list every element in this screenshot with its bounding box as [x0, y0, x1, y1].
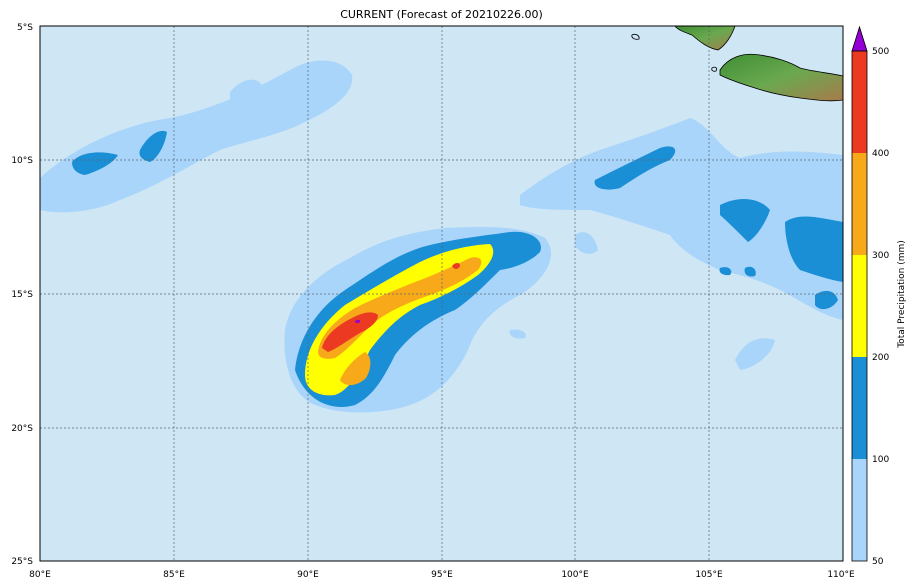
latitude-labels: 5°S 10°S 15°S 20°S 25°S	[11, 23, 33, 567]
lon-label-110e: 110°E	[827, 570, 855, 580]
graticule	[40, 26, 843, 561]
colorbar-segment-50-100	[852, 459, 867, 561]
precip-band-400-500	[322, 263, 460, 352]
lat-label-20s: 20°S	[11, 424, 33, 434]
lat-label-5s: 5°S	[17, 23, 33, 33]
colorbar-extend-arrow	[851, 25, 868, 52]
land-masses	[631, 26, 843, 102]
colorbar-segment-400-500	[852, 51, 867, 153]
lon-label-80e: 80°E	[29, 570, 51, 580]
colorbar-segment-200-300	[852, 255, 867, 357]
lon-label-100e: 100°E	[561, 570, 589, 580]
colorbar-tick-labels: 50 100 200 300 400 500	[872, 47, 889, 567]
lon-label-105e: 105°E	[695, 570, 723, 580]
colorbar	[851, 25, 868, 562]
colorbar-tick-400: 400	[872, 149, 889, 159]
longitude-labels: 80°E 85°E 90°E 95°E 100°E 105°E 110°E	[29, 570, 855, 580]
colorbar-tick-500: 500	[872, 47, 889, 57]
colorbar-title: Total Precipitation (mm)	[897, 240, 907, 349]
lon-label-85e: 85°E	[163, 570, 185, 580]
colorbar-tick-300: 300	[872, 251, 889, 261]
lon-label-95e: 95°E	[431, 570, 453, 580]
map-frame	[39, 25, 844, 562]
colorbar-tick-100: 100	[872, 455, 889, 465]
lat-label-10s: 10°S	[11, 156, 33, 166]
colorbar-frame	[851, 50, 868, 562]
precip-layer	[40, 26, 843, 561]
precip-band-over-500	[355, 319, 361, 324]
lon-label-90e: 90°E	[297, 570, 319, 580]
colorbar-segment-100-200	[852, 357, 867, 459]
colorbar-tick-50: 50	[872, 557, 884, 567]
lat-label-25s: 25°S	[11, 557, 33, 567]
map-title: CURRENT (Forecast of 20210226.00)	[340, 8, 543, 21]
lat-label-15s: 15°S	[11, 290, 33, 300]
colorbar-tick-200: 200	[872, 353, 889, 363]
colorbar-segment-300-400	[852, 153, 867, 255]
